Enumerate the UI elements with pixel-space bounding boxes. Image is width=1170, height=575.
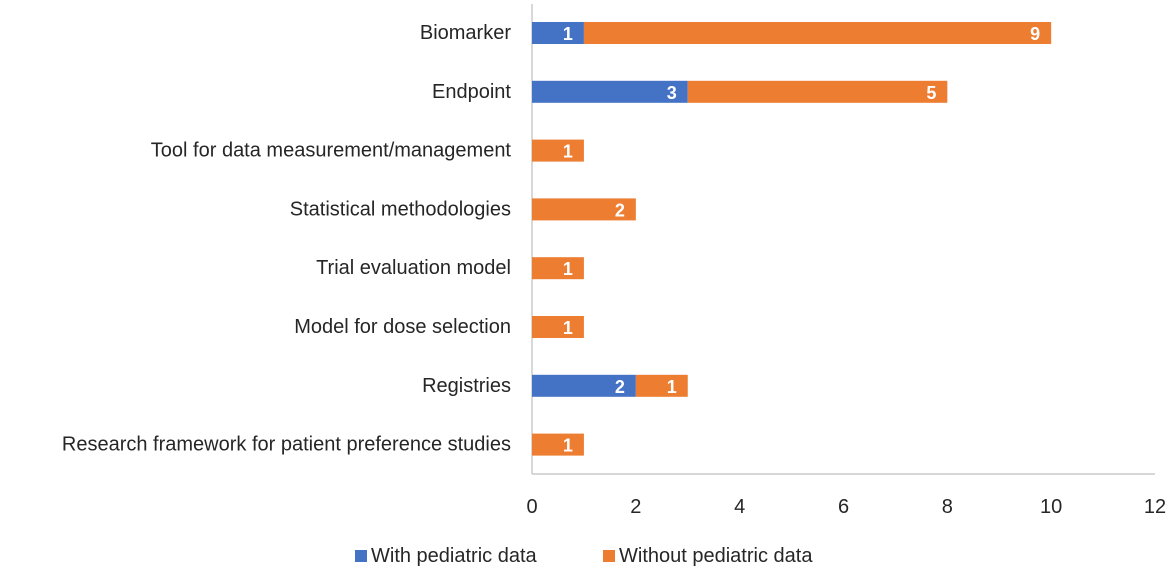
x-tick-label: 10 [1040, 496, 1062, 518]
category-label: Biomarker [420, 22, 511, 44]
bar-value-label: 1 [563, 436, 573, 456]
bar-value-label: 1 [667, 377, 677, 397]
x-tick-label: 2 [630, 496, 641, 518]
category-label: Statistical methodologies [290, 198, 511, 220]
bar-segment [583, 22, 1052, 44]
category-label: Endpoint [432, 81, 511, 103]
bar-segment [532, 257, 584, 280]
bar-value-label: 9 [1030, 24, 1040, 44]
bar-value-label: 1 [563, 318, 573, 338]
x-tick-label: 6 [838, 496, 849, 518]
category-label: Research framework for patient preferenc… [62, 434, 511, 456]
category-label: Model for dose selection [294, 316, 511, 338]
bar-segment [532, 80, 688, 103]
legend-label: With pediatric data [371, 545, 538, 567]
bar-value-label: 2 [615, 200, 625, 220]
bar-value-label: 3 [667, 83, 677, 103]
bar-value-label: 1 [563, 24, 573, 44]
bar-value-label: 2 [615, 377, 625, 397]
x-tick-label: 0 [526, 496, 537, 518]
bar-segment [532, 316, 584, 338]
x-tick-label: 4 [734, 496, 745, 518]
bar-segment [532, 433, 584, 456]
bar-value-label: 1 [563, 142, 573, 162]
legend-swatch [603, 550, 615, 562]
bar-segment [532, 22, 584, 44]
bar-segment [532, 139, 584, 162]
category-label: Trial evaluation model [316, 257, 511, 279]
bar-segment [635, 374, 688, 397]
x-tick-label: 8 [942, 496, 953, 518]
category-label: Tool for data measurement/management [151, 140, 512, 162]
bar-segment [532, 198, 636, 221]
bar-segment [532, 374, 636, 397]
legend-swatch [355, 550, 367, 562]
bar-segment [687, 80, 948, 103]
bar-value-label: 5 [926, 83, 936, 103]
category-label: Registries [422, 375, 511, 397]
bar-value-label: 1 [563, 259, 573, 279]
legend-label: Without pediatric data [619, 545, 813, 567]
x-tick-label: 12 [1144, 496, 1166, 518]
